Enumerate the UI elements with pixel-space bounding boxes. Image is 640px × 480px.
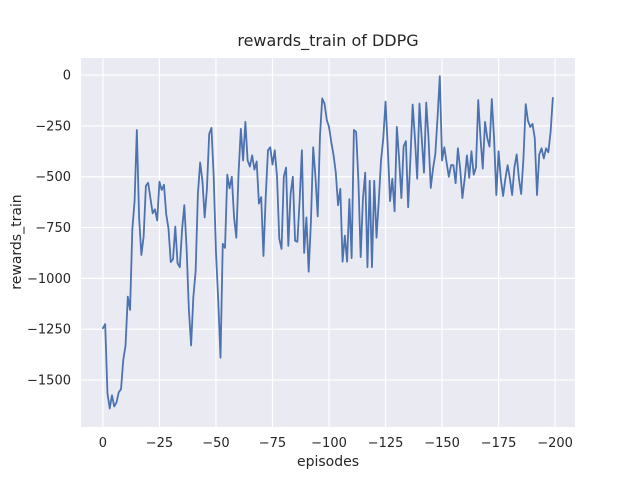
x-tick-label: 0 bbox=[99, 436, 107, 451]
chart-title: rewards_train of DDPG bbox=[237, 31, 418, 51]
y-tick-label: −750 bbox=[35, 221, 71, 236]
x-tick-label: −150 bbox=[424, 436, 460, 451]
y-tick-label: −1000 bbox=[27, 272, 71, 287]
x-tick-labels: 0 −25 −50 −75 −100 −125 −150 −175 −200 bbox=[99, 436, 573, 451]
y-tick-label: −1250 bbox=[27, 323, 71, 338]
x-tick-label: −175 bbox=[481, 436, 517, 451]
x-axis-label: episodes bbox=[297, 454, 359, 470]
x-tick-label: −25 bbox=[146, 436, 173, 451]
x-tick-label: −50 bbox=[202, 436, 229, 451]
y-tick-label: 0 bbox=[63, 69, 71, 84]
y-tick-label: −500 bbox=[35, 170, 71, 185]
x-tick-label: −125 bbox=[368, 436, 404, 451]
x-tick-label: −200 bbox=[537, 436, 573, 451]
plot-background bbox=[81, 58, 575, 427]
x-tick-label: −100 bbox=[311, 436, 347, 451]
y-tick-label: −1500 bbox=[27, 374, 71, 389]
x-tick-label: −75 bbox=[259, 436, 286, 451]
data-line-rewards-train bbox=[102, 75, 554, 410]
y-tick-labels: 0 −250 −500 −750 −1000 −1250 −1500 bbox=[27, 69, 71, 389]
y-tick-label: −250 bbox=[35, 119, 71, 134]
y-axis-label: rewards_train bbox=[9, 194, 25, 289]
